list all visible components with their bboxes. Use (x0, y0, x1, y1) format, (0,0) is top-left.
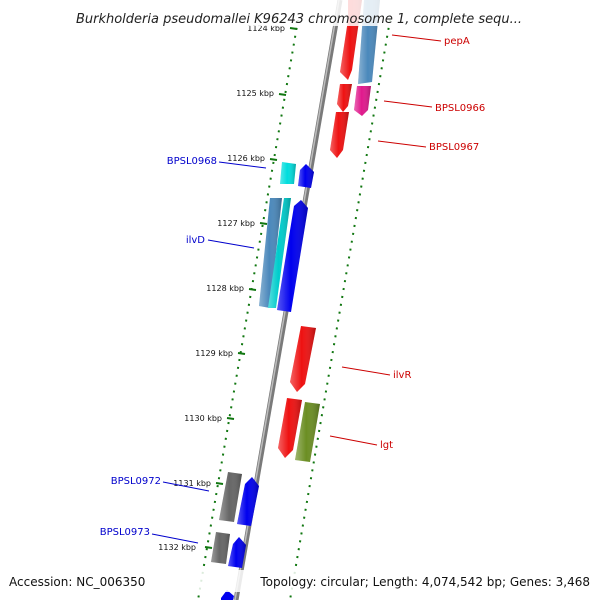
tick-1132: 1132 kbp (158, 543, 213, 552)
gene-BPSL0972-b[interactable] (237, 477, 259, 526)
gene-shade (237, 477, 259, 526)
gene-label-ilvR[interactable]: ilvR (393, 370, 411, 381)
tick-mark (226, 417, 235, 420)
tick-mark (259, 222, 268, 225)
gene-bottom[interactable] (221, 590, 234, 600)
tick-label: 1130 kbp (184, 414, 222, 423)
tick-label: 1132 kbp (158, 543, 196, 552)
gene-shade (268, 198, 291, 308)
leader-BPSL0972 (162, 481, 210, 492)
gene-label-lgt[interactable]: lgt (380, 440, 393, 451)
gene-shade (211, 532, 230, 564)
gene-shade (278, 398, 302, 458)
tick-mark (278, 93, 287, 96)
leader-ilvD (207, 239, 255, 249)
tick-mark (248, 288, 257, 291)
gene-shade (259, 198, 282, 308)
tick-1124: 1124 kbp (247, 24, 298, 33)
tick-1127: 1127 kbp (217, 219, 268, 228)
leader-BPSL0966 (383, 100, 433, 108)
tick-1129: 1129 kbp (195, 349, 246, 358)
gene-ilvD-c[interactable] (277, 200, 308, 312)
tick-label: 1131 kbp (173, 479, 211, 488)
tick-mark (269, 158, 278, 161)
gene-BPSL0973[interactable] (211, 532, 230, 564)
tick-label: 1125 kbp (236, 89, 274, 98)
gene-shade (290, 326, 316, 392)
gene-ilvR[interactable] (290, 326, 316, 392)
gene-BPSL0968-b[interactable] (298, 164, 314, 188)
gene-BPSL0966-b[interactable] (354, 86, 371, 116)
gene-shade (330, 112, 349, 158)
tick-1131: 1131 kbp (173, 479, 224, 488)
genome-info-text: Topology: circular; Length: 4,074,542 bp… (259, 575, 590, 589)
leader-BPSL0967 (377, 140, 427, 148)
tick-1130: 1130 kbp (184, 414, 235, 423)
footer-background (0, 570, 600, 592)
leader-BPSL0968 (218, 161, 267, 169)
map-title: Burkholderia pseudomallei K96243 chromos… (76, 12, 522, 27)
gene-BPSL0967[interactable] (330, 112, 349, 158)
leader-pepA (391, 34, 442, 42)
accession-text: Accession: NC_006350 (9, 575, 145, 589)
gene-shade (354, 86, 371, 116)
tick-label: 1129 kbp (195, 349, 233, 358)
gene-shade (298, 164, 314, 188)
gene-label-BPSL0968[interactable]: BPSL0968 (167, 156, 217, 167)
gene-shade (219, 472, 242, 522)
gene-label-BPSL0966[interactable]: BPSL0966 (435, 103, 485, 114)
gene-shade (280, 162, 296, 184)
gene-ilvD[interactable] (259, 198, 282, 308)
tick-1128: 1128 kbp (206, 284, 257, 293)
gene-lgt-b[interactable] (295, 402, 320, 462)
tick-1126: 1126 kbp (227, 154, 278, 163)
tick-mark (204, 546, 213, 549)
gene-BPSL0966[interactable] (337, 84, 352, 112)
leader-ilvR (341, 366, 391, 376)
tick-label: 1128 kbp (206, 284, 244, 293)
gene-lgt[interactable] (278, 398, 302, 458)
tick-1125: 1125 kbp (236, 89, 287, 98)
tick-label: 1126 kbp (227, 154, 265, 163)
gene-label-BPSL0973[interactable]: BPSL0973 (100, 527, 150, 538)
tick-mark (215, 482, 224, 485)
tick-mark (237, 352, 246, 355)
tick-mark (289, 27, 298, 30)
gene-shade (295, 402, 320, 462)
gene-label-pepA[interactable]: pepA (444, 36, 470, 47)
gene-label-BPSL0967[interactable]: BPSL0967 (429, 142, 479, 153)
gene-label-BPSL0972[interactable]: BPSL0972 (111, 476, 161, 487)
leader-BPSL0973 (151, 533, 199, 544)
gene-ilvD-b[interactable] (268, 198, 291, 308)
gene-shade (277, 200, 308, 312)
tick-label: 1124 kbp (247, 24, 285, 33)
gene-BPSL0972[interactable] (219, 472, 242, 522)
tick-label: 1127 kbp (217, 219, 255, 228)
gene-shade (228, 537, 246, 568)
gene-label-ilvD[interactable]: ilvD (186, 235, 205, 246)
gene-BPSL0968[interactable] (280, 162, 296, 184)
leader-lgt (329, 435, 378, 446)
gene-body[interactable] (221, 590, 234, 600)
gene-shade (337, 84, 352, 112)
title-background (0, 0, 600, 26)
gene-BPSL0973-b[interactable] (228, 537, 246, 568)
